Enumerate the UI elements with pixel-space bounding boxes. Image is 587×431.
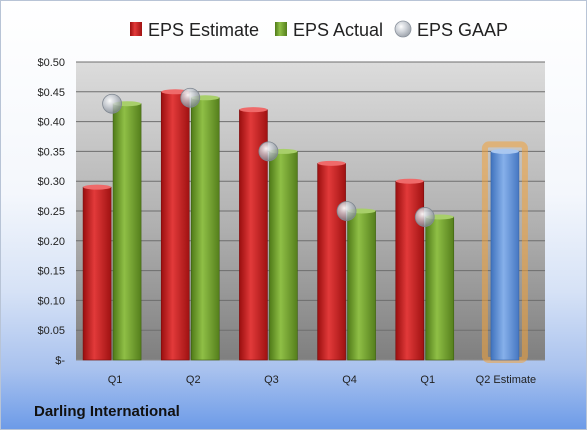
bar-eps-actual xyxy=(269,151,298,361)
company-name: Darling International xyxy=(34,403,180,420)
y-tick-label: $0.15 xyxy=(37,266,65,278)
y-tick-label: $0.25 xyxy=(37,206,65,218)
x-tick-label: Q1 xyxy=(420,374,435,386)
marker-eps-gaap xyxy=(102,93,122,114)
bar-eps-estimate xyxy=(395,180,425,361)
y-tick-label: $0.20 xyxy=(37,236,65,248)
marker-eps-gaap xyxy=(258,141,279,162)
gridlines xyxy=(76,61,545,361)
x-tick-label: Q4 xyxy=(342,374,357,386)
legend-label-eps-estimate: EPS Estimate xyxy=(148,20,259,40)
x-tick-label: Q2 Estimate xyxy=(476,374,537,386)
x-axis-tick-labels: Q1 Q2 Q3 Q4 Q1 Q2 Estimate xyxy=(108,374,536,386)
bar-top-cap xyxy=(395,178,424,184)
y-tick-label: $0.50 xyxy=(37,57,65,69)
gaap-markers xyxy=(102,87,435,227)
marker-eps-gaap xyxy=(336,201,357,221)
bar-eps-estimate xyxy=(317,163,346,361)
y-tick-label: $0.45 xyxy=(37,87,65,99)
x-tick-label: Q2 xyxy=(186,374,201,386)
legend-swatch-eps-gaap xyxy=(394,20,412,38)
x-tick-label: Q3 xyxy=(264,374,279,386)
y-axis-tick-labels: $0.50 $0.45 $0.40 $0.35 $0.30 $0.25 $0.20 $0.15… xyxy=(37,57,65,367)
bar-top-cap xyxy=(83,184,112,190)
y-tick-label: $0.35 xyxy=(37,146,65,158)
marker-eps-gaap xyxy=(180,87,201,108)
bar-eps-estimate xyxy=(82,186,112,361)
bar-series xyxy=(82,89,528,363)
bar-eps-actual xyxy=(112,103,142,361)
y-tick-label: $0.10 xyxy=(37,295,65,307)
bar-eps-estimate-highlight xyxy=(490,151,520,361)
legend-swatch-eps-estimate xyxy=(130,22,142,36)
legend-label-eps-actual: EPS Actual xyxy=(293,20,383,40)
legend-swatch-eps-actual xyxy=(275,22,287,36)
bar-eps-estimate xyxy=(160,91,190,361)
bar-eps-actual xyxy=(425,216,455,361)
legend-label-eps-gaap: EPS GAAP xyxy=(417,20,508,40)
bar-top-cap xyxy=(317,160,346,166)
x-tick-label: Q1 xyxy=(108,374,123,386)
y-tick-label: $0.40 xyxy=(37,117,65,129)
y-tick-label: $- xyxy=(55,355,65,367)
bar-top-cap xyxy=(239,107,268,113)
bar-eps-actual xyxy=(347,210,376,361)
y-tick-label: $0.05 xyxy=(37,325,65,337)
bar-top-cap xyxy=(490,148,519,154)
y-tick-label: $0.30 xyxy=(37,176,65,188)
marker-eps-gaap xyxy=(414,207,435,227)
legend: EPS Estimate EPS Actual EPS GAAP xyxy=(130,20,508,40)
bar-eps-actual xyxy=(190,97,220,361)
